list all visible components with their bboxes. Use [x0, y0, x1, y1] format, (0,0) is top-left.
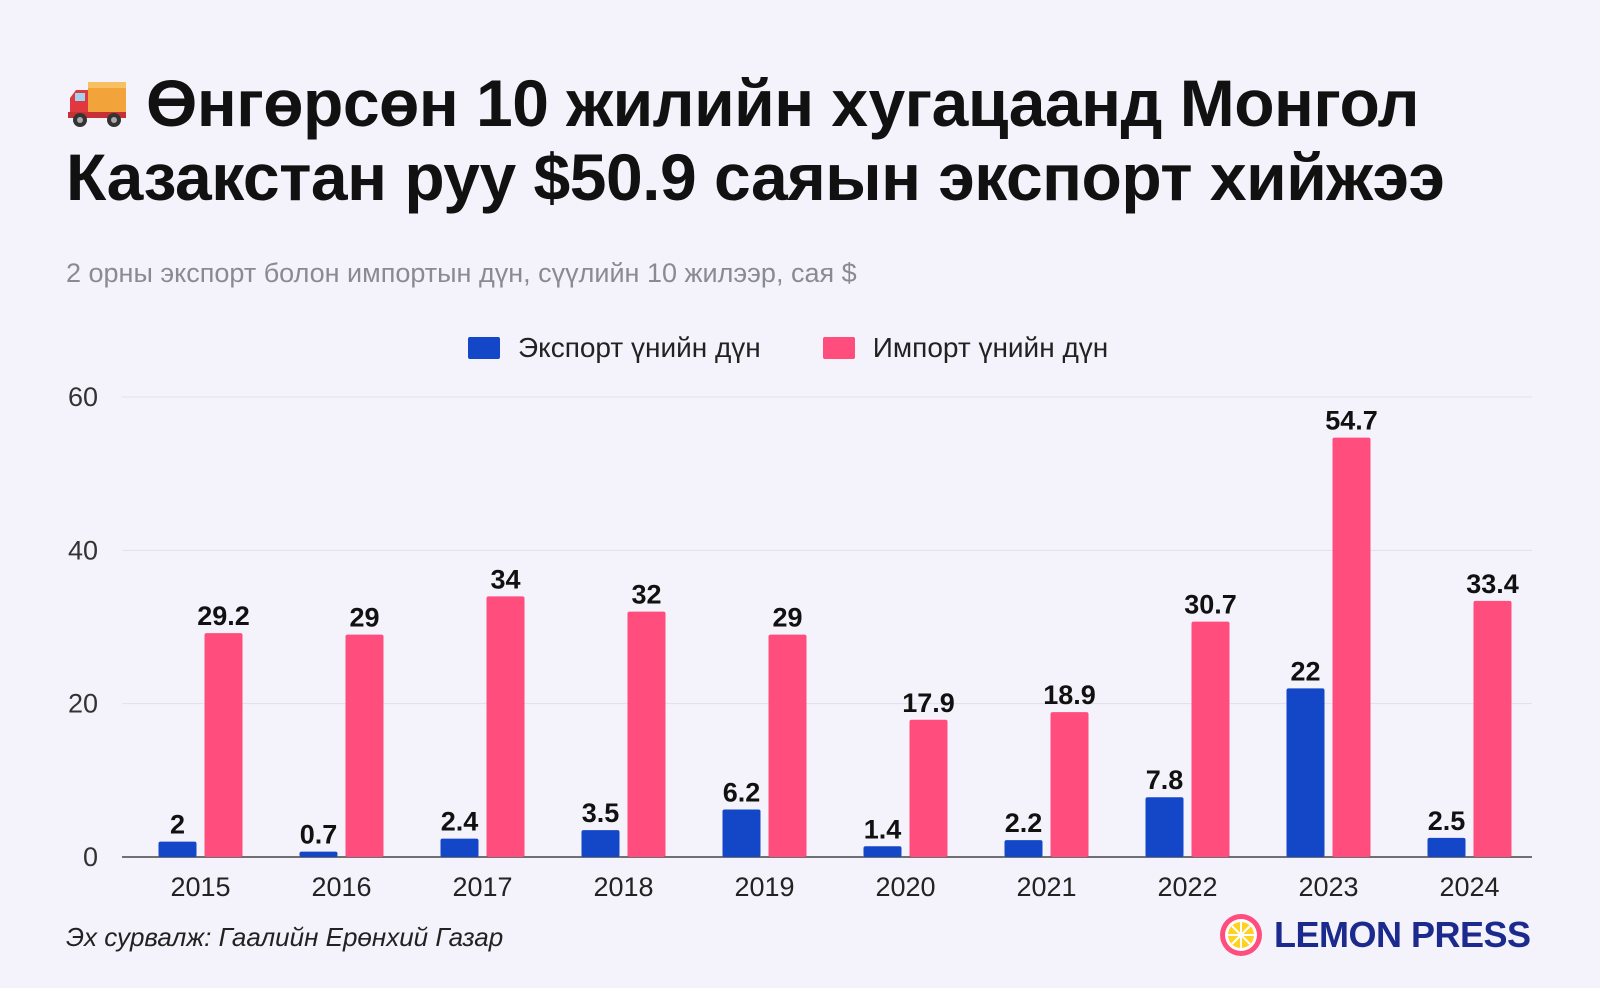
x-tick-label: 2020: [875, 872, 935, 902]
import-bar: [1050, 712, 1089, 857]
import-data-label: 29: [772, 603, 802, 633]
chart-title: Өнгөрсөн 10 жилийн хугацаанд Монгол Каза…: [66, 66, 1546, 214]
legend-label-import: Импорт үнийн дүн: [872, 332, 1109, 363]
brand-name: LEMON PRESS: [1274, 914, 1531, 955]
legend-item-export: Экспорт үнийн дүн: [468, 332, 761, 364]
lemon-slice-icon: [1220, 914, 1262, 956]
export-data-label: 2: [170, 810, 185, 840]
export-bar: [158, 841, 197, 857]
x-tick-label: 2019: [734, 872, 794, 902]
export-bar: [722, 809, 761, 857]
chart-subtitle: 2 орны экспорт болон импортын дүн, сүүли…: [66, 258, 857, 288]
export-bar: [1427, 837, 1466, 857]
import-data-label: 32: [631, 580, 661, 610]
export-data-label: 3.5: [582, 798, 620, 828]
export-data-label: 6.2: [723, 777, 761, 807]
export-data-label: 2.2: [1005, 808, 1043, 838]
x-tick-label: 2021: [1016, 872, 1076, 902]
legend-item-import: Импорт үнийн дүн: [822, 332, 1109, 364]
y-tick-label: 60: [68, 382, 98, 412]
export-data-label: 7.8: [1146, 765, 1184, 795]
import-bar: [627, 611, 666, 857]
import-bar: [345, 634, 384, 857]
y-tick-label: 20: [68, 689, 98, 719]
x-tick-label: 2022: [1157, 872, 1217, 902]
x-tick-label: 2024: [1439, 872, 1499, 902]
source-note: Эх сурвалж: Гаалийн Ерөнхий Газар: [66, 922, 504, 952]
export-bar: [863, 846, 902, 857]
import-bar: [1473, 600, 1512, 857]
import-bar: [1191, 621, 1230, 857]
export-bar: [299, 851, 338, 857]
y-tick-label: 40: [68, 535, 98, 565]
export-bar: [1286, 688, 1325, 857]
legend-swatch-import: [822, 337, 855, 359]
import-bar: [486, 596, 525, 857]
import-data-label: 17.9: [902, 688, 955, 718]
import-bar: [1332, 437, 1371, 857]
export-data-label: 22: [1290, 656, 1320, 686]
import-data-label: 29: [349, 603, 379, 633]
export-bar: [1004, 840, 1043, 857]
brand-logo: LEMON PRESS: [1218, 912, 1531, 958]
export-bar: [440, 838, 479, 857]
chart-title-text: Өнгөрсөн 10 жилийн хугацаанд Монгол Каза…: [66, 66, 1445, 214]
chart-legend: Экспорт үнийн дүн Импорт үнийн дүн: [468, 330, 1170, 366]
import-bar: [909, 719, 948, 857]
export-data-label: 2.5: [1428, 806, 1466, 836]
import-data-label: 30.7: [1184, 590, 1237, 620]
legend-label-export: Экспорт үнийн дүн: [518, 332, 761, 363]
x-tick-label: 2023: [1298, 872, 1358, 902]
import-data-label: 18.9: [1043, 680, 1096, 710]
import-data-label: 33.4: [1466, 569, 1519, 599]
export-bar: [1145, 797, 1184, 857]
x-tick-label: 2015: [170, 872, 230, 902]
export-bar: [581, 830, 620, 857]
export-data-label: 2.4: [441, 807, 479, 837]
legend-swatch-export: [468, 337, 500, 359]
delivery-truck-icon: [68, 82, 126, 127]
export-data-label: 0.7: [300, 820, 338, 850]
x-tick-label: 2018: [593, 872, 653, 902]
y-tick-label: 0: [83, 842, 98, 872]
import-bar: [204, 633, 243, 857]
x-tick-label: 2016: [311, 872, 371, 902]
import-data-label: 34: [490, 564, 520, 594]
import-data-label: 29.2: [197, 601, 250, 631]
x-tick-label: 2017: [452, 872, 512, 902]
import-data-label: 54.7: [1325, 406, 1378, 436]
export-data-label: 1.4: [864, 814, 902, 844]
import-bar: [768, 634, 807, 857]
